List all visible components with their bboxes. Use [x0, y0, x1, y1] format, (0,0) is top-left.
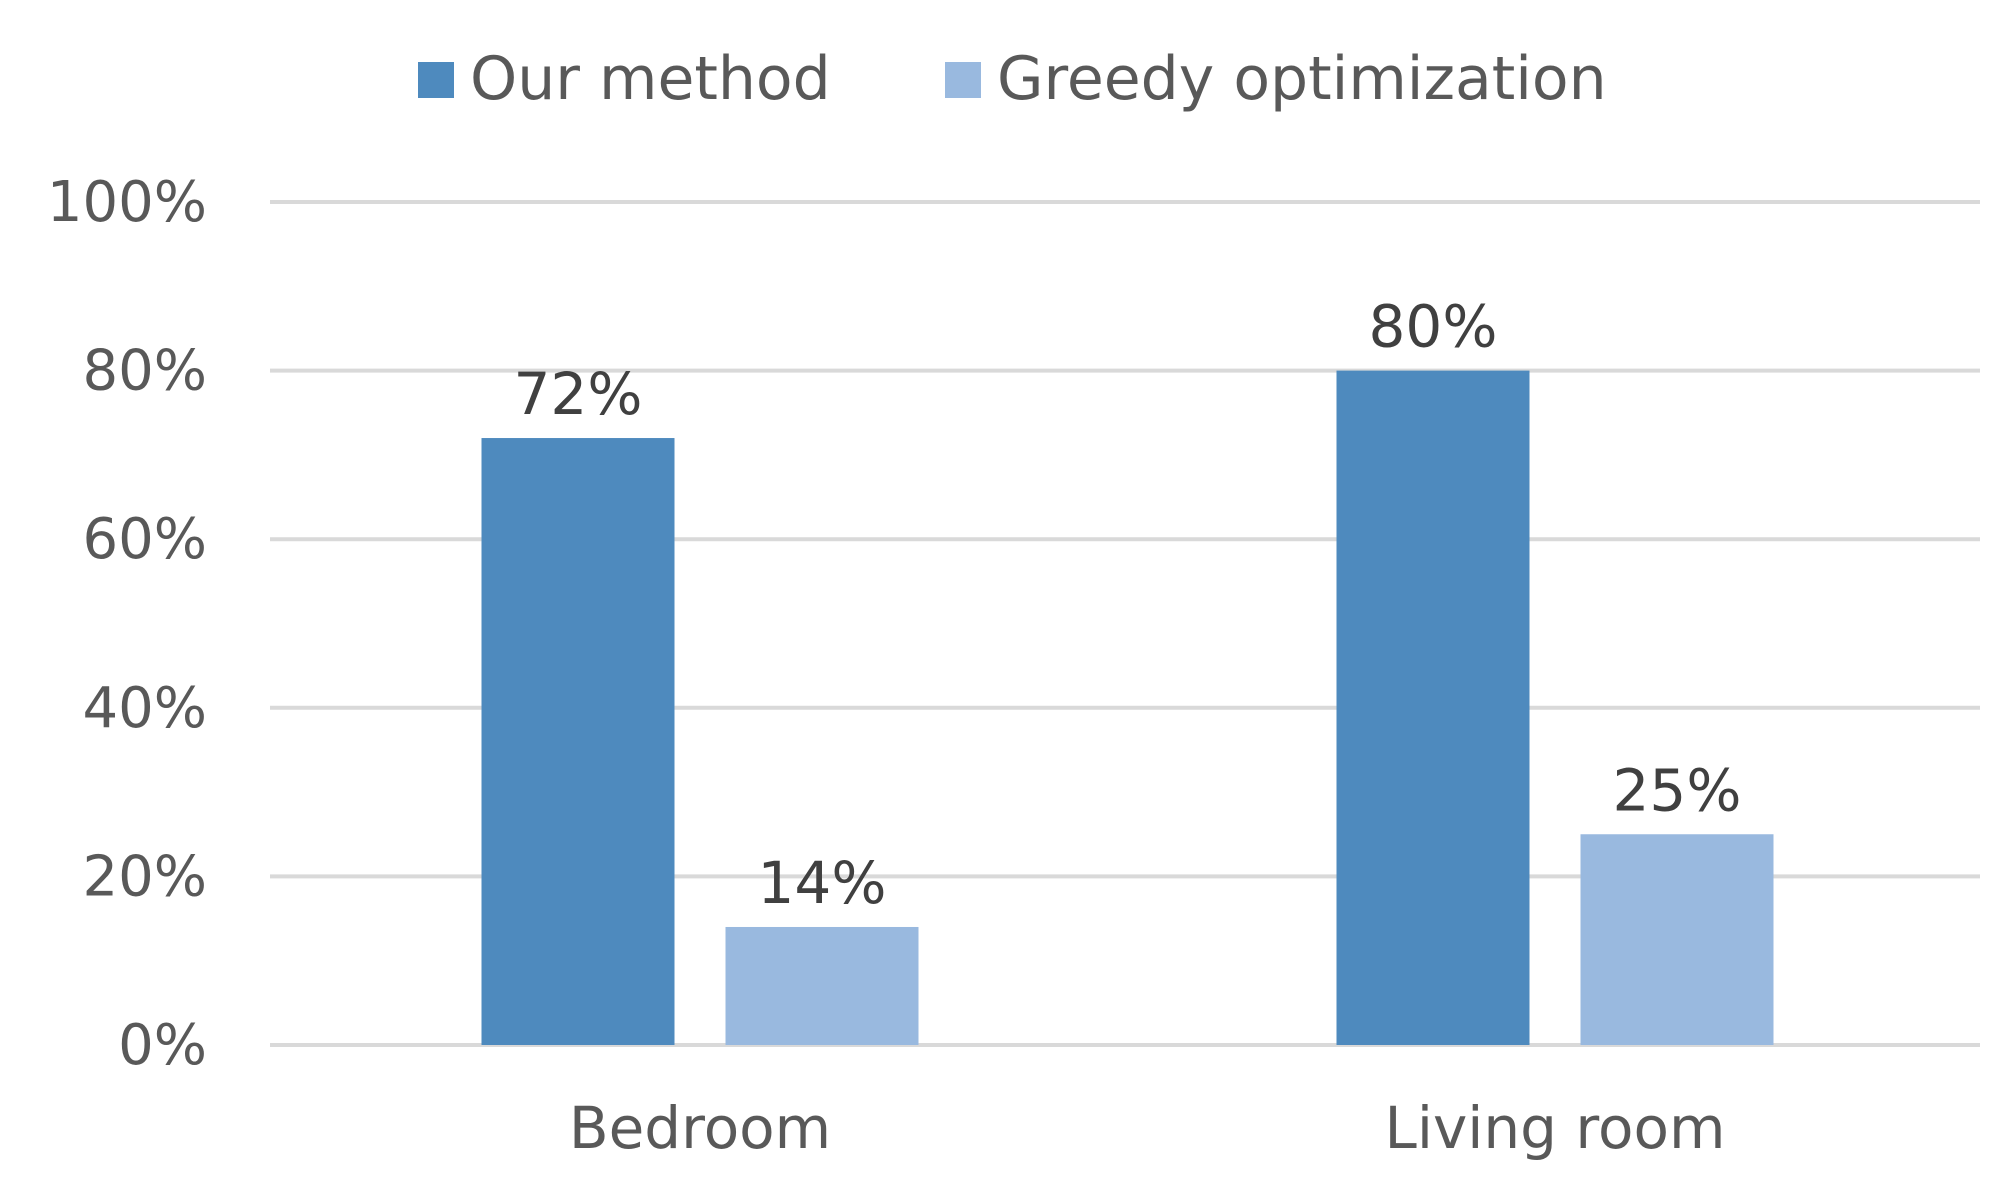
legend: Our method Greedy optimization	[418, 44, 1607, 114]
y-tick-label: 100%	[47, 170, 207, 235]
data-labels: 72% 80% 14% 25%	[514, 293, 1742, 917]
bar-greedy-optimization-bedroom	[725, 926, 919, 1045]
legend-swatch	[945, 62, 981, 98]
bar-our-method-bedroom	[481, 438, 675, 1045]
x-category-label: Living room	[1385, 1094, 1726, 1162]
data-label: 80%	[1369, 293, 1498, 361]
x-category-label: Bedroom	[569, 1094, 831, 1162]
x-axis-category-labels: Bedroom Living room	[569, 1094, 1726, 1162]
y-axis-tick-labels: 0% 20% 40% 60% 80% 100%	[47, 170, 207, 1078]
y-tick-label: 20%	[83, 844, 207, 909]
data-label: 14%	[758, 849, 887, 917]
data-label: 25%	[1613, 756, 1742, 824]
data-label: 72%	[514, 360, 643, 428]
y-tick-label: 60%	[83, 507, 207, 572]
legend-label: Greedy optimization	[997, 44, 1607, 114]
y-tick-label: 40%	[83, 676, 207, 741]
legend-label: Our method	[470, 44, 831, 114]
bars	[481, 370, 1774, 1046]
bar-greedy-optimization-living-room	[1580, 834, 1774, 1045]
bar-our-method-living-room	[1336, 370, 1530, 1046]
y-tick-label: 80%	[83, 339, 207, 404]
y-tick-label: 0%	[118, 1013, 207, 1078]
legend-swatch	[418, 62, 454, 98]
